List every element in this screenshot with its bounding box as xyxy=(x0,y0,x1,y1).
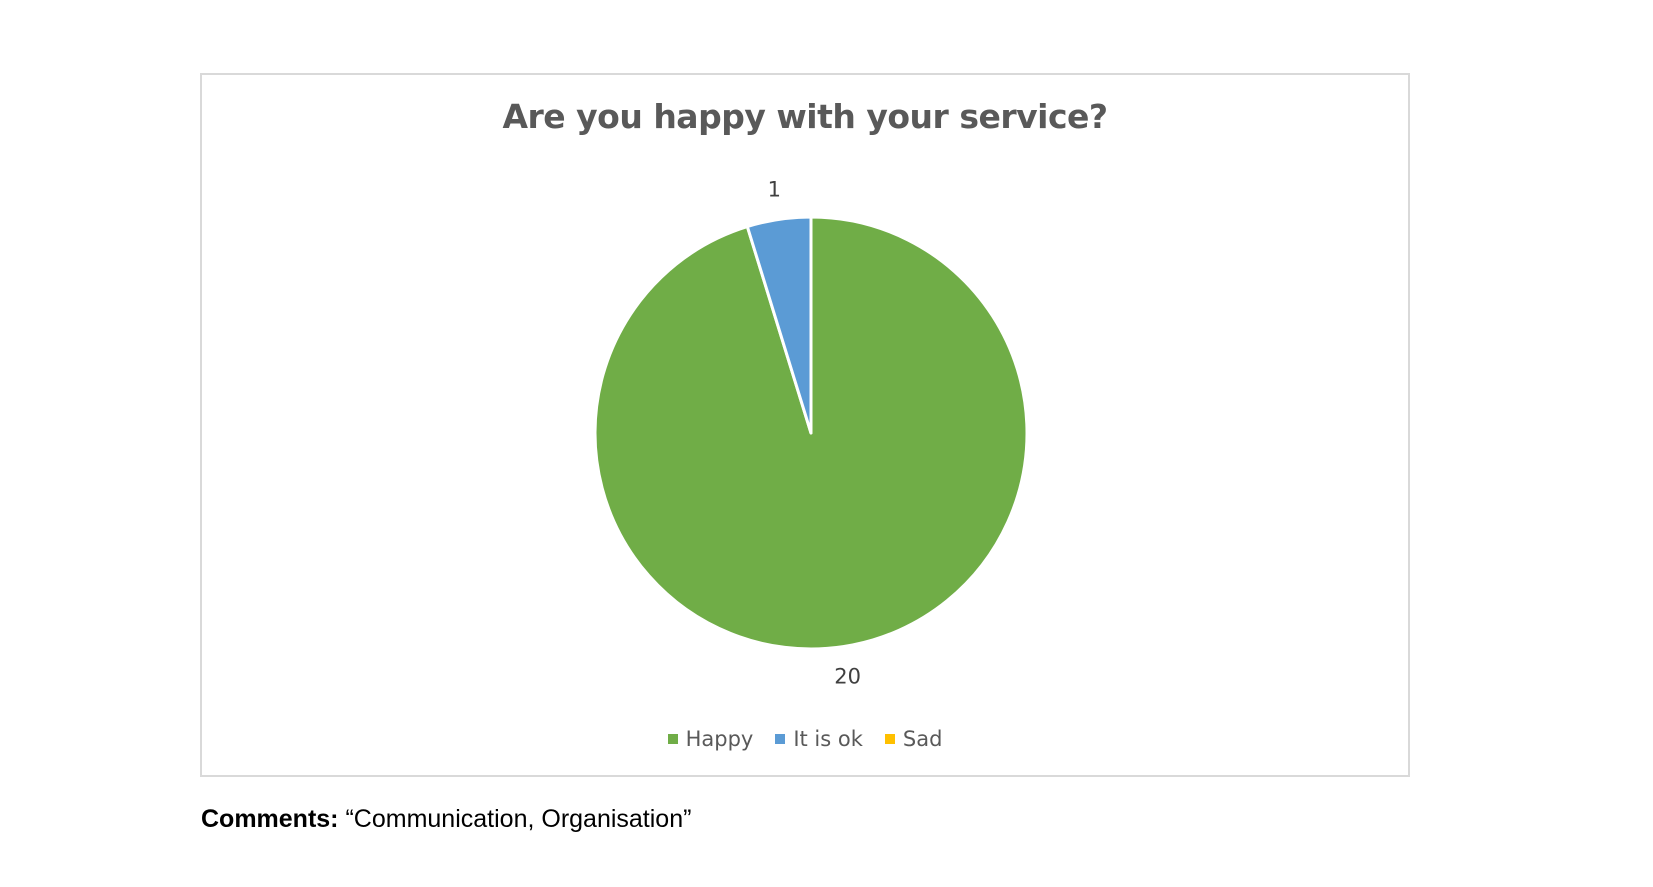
pie-slice-it-is-ok xyxy=(745,215,813,435)
legend-item-it-is-ok: It is ok xyxy=(775,727,863,751)
legend-item-happy: Happy xyxy=(667,727,754,751)
comments-text: “Communication, Organisation” xyxy=(345,805,692,833)
legend-label-happy: Happy xyxy=(685,727,754,751)
data-label-happy: 20 xyxy=(834,664,861,688)
legend-swatch-it-is-ok xyxy=(775,734,786,744)
chart-title: Are you happy with your service? xyxy=(502,97,1108,136)
legend-label-sad: Sad xyxy=(902,727,943,751)
comments-line: Comments: “Communication, Organisation” xyxy=(201,805,691,834)
chart-container: Are you happy with your service? 20 1 Hap… xyxy=(200,73,1410,777)
comments-label: Comments: xyxy=(201,805,339,833)
legend-swatch-happy xyxy=(667,734,678,744)
chart-legend: Happy It is ok Sad xyxy=(202,727,1408,751)
legend-item-sad: Sad xyxy=(884,727,943,751)
pie-chart: 20 1 xyxy=(593,178,1029,688)
data-label-it-is-ok: 1 xyxy=(768,178,781,202)
legend-label-it-is-ok: It is ok xyxy=(793,727,863,751)
legend-swatch-sad xyxy=(884,734,895,744)
